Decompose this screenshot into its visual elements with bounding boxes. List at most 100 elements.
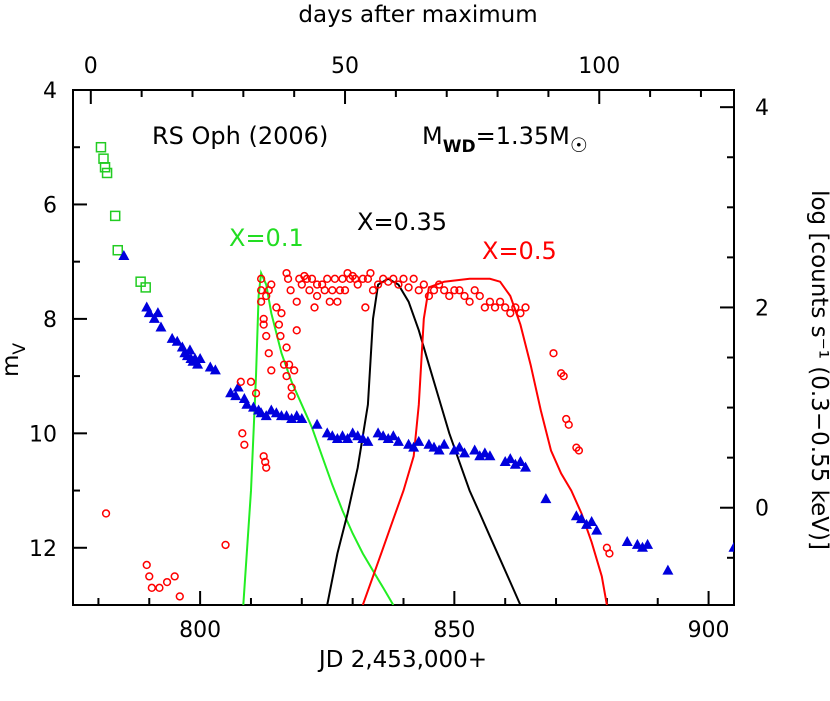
model-curve-3 (242, 269, 395, 605)
xray-point-circle (282, 268, 291, 278)
xray-point-circle (142, 560, 151, 570)
xray-point-circle (330, 274, 340, 283)
mwd-m: M (422, 122, 443, 150)
xray-point-circle (282, 371, 291, 381)
xray-point-circle (605, 549, 614, 558)
xray-point-circle (274, 320, 284, 329)
optical-point-triangle (636, 541, 648, 552)
optical-point-triangle (433, 444, 445, 455)
xray-point-circle (394, 280, 403, 289)
xray-point-circle (272, 303, 281, 312)
optical-point-triangle (484, 450, 496, 461)
xray-point-circle (366, 268, 375, 278)
xray-point-circle (284, 360, 294, 369)
xray-point-circle (574, 446, 584, 455)
optical-point-triangle (520, 461, 532, 472)
y-tick-label: 10 (29, 422, 57, 447)
xray-point-circle (399, 274, 408, 283)
xray-point-circle (340, 286, 350, 295)
y-axis-title: mV (0, 343, 30, 377)
xray-point-circle (246, 377, 256, 386)
xray-point-circle (373, 280, 383, 289)
xray-point-circle (434, 280, 444, 289)
optical-point-triangle (331, 433, 343, 444)
optical-point-triangle (662, 564, 674, 575)
optical-point-triangle (260, 410, 272, 421)
xray-point-circle (460, 291, 469, 301)
y2-tick-label: 2 (755, 296, 769, 321)
optical-point-triangle (408, 441, 420, 452)
xray-point-circle (290, 366, 299, 375)
xray-point-circle (101, 509, 111, 518)
xray-point-circle (312, 280, 322, 289)
optical-point-triangle (232, 381, 244, 392)
xray-point-circle (259, 452, 268, 461)
optical-point-triangle (209, 364, 221, 375)
optical-point-triangle (194, 352, 206, 363)
xray-point-circle (335, 286, 345, 295)
y2-tick-label: 0 (755, 497, 769, 522)
y-axis-title-m: m (0, 355, 24, 377)
xray-point-circle (276, 331, 285, 341)
xray-point-circle (305, 286, 314, 295)
optical-point-triangle (362, 435, 374, 446)
xray-point-circle (302, 274, 312, 283)
xray-point-circle (256, 297, 266, 306)
xray-point-circle (261, 457, 270, 467)
x-tick-label: 900 (688, 618, 730, 643)
xray-point-circle (445, 291, 454, 301)
y2-axis-title: log [counts s⁻¹ (0.3−0.55 keV)] (806, 190, 830, 550)
optical-point-triangle (184, 344, 196, 355)
xray-point-circle (287, 383, 296, 392)
xray-point-circle (325, 297, 334, 306)
optical-point-triangle (514, 455, 526, 466)
optical-point-triangle (586, 516, 598, 527)
xray-point-circle (175, 592, 184, 601)
mwd-annotation: MWD=1.35M☉ (422, 122, 588, 157)
xray-point-circle (264, 349, 273, 358)
optical-point-triangle (459, 447, 471, 458)
xray-point-circle (480, 303, 490, 312)
x2-tick-label: 50 (331, 54, 359, 79)
xray-point-circle (267, 280, 276, 289)
xray-point-circle (516, 309, 525, 318)
xray-point-circle (238, 429, 247, 438)
xray-point-circle (287, 391, 296, 401)
xray-point-circle (368, 286, 378, 295)
optical-point-triangle (469, 444, 481, 455)
optical-point-triangle (642, 538, 654, 549)
optical-point-triangle (448, 444, 460, 455)
optical-point-triangle (382, 433, 394, 444)
xray-point-circle (279, 360, 289, 369)
xray-point-circle (147, 583, 156, 592)
x-axis-title: JD 2,453,000+ (317, 647, 487, 673)
optical-point-triangle (575, 513, 587, 524)
mwd-sun-symbol: ☉ (570, 133, 588, 157)
xray-point-circle (221, 540, 230, 550)
y-tick-label: 12 (29, 537, 57, 562)
xray-point-circle (328, 286, 337, 295)
xray-point-circle (240, 440, 249, 449)
xray-point-circle (485, 297, 495, 306)
optical-point-triangle (118, 249, 130, 260)
optical-point-triangle (311, 418, 323, 429)
xray-point-circle (256, 274, 266, 283)
xray-point-circle (521, 303, 530, 312)
chart-title: RS Oph (2006) (152, 122, 328, 150)
optical-point-triangle (342, 433, 354, 444)
xray-point-circle (495, 297, 505, 306)
axis-ticks (73, 89, 734, 606)
xray-point-circle (465, 297, 474, 306)
xray-point-circle (333, 297, 342, 306)
xray-point-circle (424, 291, 434, 301)
optical-point-triangle (621, 536, 633, 547)
optical-point-square (109, 210, 121, 222)
xray-point-circle (292, 326, 301, 335)
xray-point-circle (286, 286, 295, 295)
optical-point-square (98, 153, 109, 164)
xray-point-circle (501, 303, 510, 312)
xray-point-circle (310, 303, 319, 312)
optical-point-triangle (591, 524, 603, 535)
xray-point-circle (361, 303, 370, 312)
